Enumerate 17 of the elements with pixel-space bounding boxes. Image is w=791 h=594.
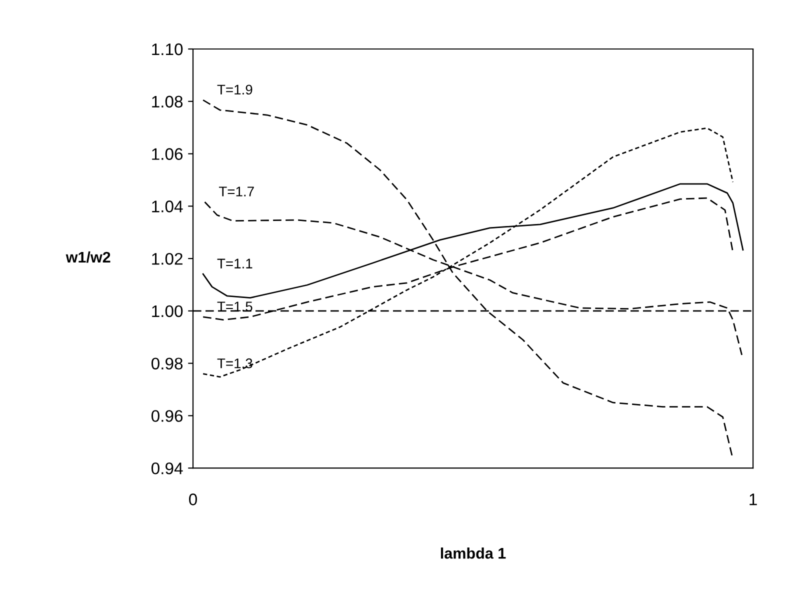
y-tick-label: 0.94 [152, 462, 183, 474]
x-tick-label: 0 [189, 494, 197, 506]
y-tick-label: 0.98 [152, 358, 183, 370]
x-axis-title: lambda 1 [440, 547, 506, 559]
y-axis-title: w1/w2 [66, 251, 110, 263]
y-tick-label: 1.08 [152, 96, 183, 108]
y-tick-label: 1.10 [152, 43, 183, 56]
y-tick-label: 1.06 [152, 148, 183, 160]
series-label: T=1.1 [217, 258, 252, 268]
x-tick-label: 1 [750, 494, 757, 506]
series-label: T=1.9 [217, 84, 252, 95]
series-label: T=1.7 [218, 186, 254, 196]
series-label: T=1.3 [217, 358, 252, 368]
y-tick-label: 0.96 [152, 410, 183, 422]
y-tick-label: 1.04 [152, 200, 183, 212]
y-tick-label: 1.02 [152, 252, 182, 265]
y-tick-label: 1.00 [152, 305, 183, 318]
